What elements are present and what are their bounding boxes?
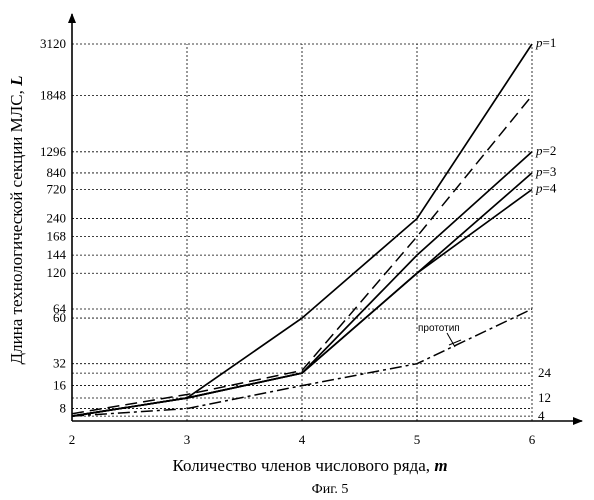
right-tick-label: 12: [538, 390, 551, 405]
x-tick-label: 5: [414, 432, 421, 447]
y-tick-label: 32: [53, 356, 66, 371]
y-tick-label: 1296: [40, 144, 67, 159]
y-tick-label: 840: [47, 165, 67, 180]
y-tick-label: 8: [60, 401, 67, 416]
x-tick-label: 2: [69, 432, 76, 447]
series-label-index: =3: [543, 164, 557, 179]
y-tick-label: 3120: [40, 36, 66, 51]
x-tick-labels: 2 3 4 5 6: [69, 432, 536, 447]
series-label-p3: p=3: [535, 164, 556, 179]
y-tick-label: 168: [47, 229, 67, 244]
series-label-p2: p=2: [535, 143, 556, 158]
y-tick-label: 144: [47, 247, 67, 262]
x-tick-label: 6: [529, 432, 536, 447]
right-tick-labels: 4 12 24: [538, 365, 552, 423]
prototype-leader: [447, 333, 455, 347]
y-tick-label: 16: [53, 378, 67, 393]
series-labels: p=1 p=2 p=3 p=4: [535, 35, 557, 196]
y-tick-label: 240: [47, 211, 67, 226]
x-axis-title-var: m: [434, 456, 447, 475]
series-label-p4: p=4: [535, 181, 557, 196]
series-label-index: =1: [543, 35, 557, 50]
x-axis-title: Количество членов числового ряда, m: [172, 456, 447, 475]
y-axis-title: Длина технологической секции МЛС, L: [7, 75, 26, 364]
right-tick-label: 24: [538, 365, 552, 380]
series-label-index: =2: [543, 143, 557, 158]
figure-caption: Фиг. 5: [312, 482, 349, 497]
x-tick-label: 4: [299, 432, 306, 447]
y-tick-label: 64: [53, 301, 67, 316]
y-tick-label: 720: [47, 182, 67, 197]
series-label-p1: p=1: [535, 35, 556, 50]
y-tick-label: 120: [47, 265, 67, 280]
x-tick-label: 3: [184, 432, 191, 447]
y-axis-title-var: L: [7, 75, 26, 86]
prototype-label: прототип: [418, 323, 460, 334]
right-tick-label: 4: [538, 408, 545, 423]
y-tick-label: 1848: [40, 88, 66, 103]
series-label-index: =4: [543, 181, 557, 196]
y-axis-title-text: Длина технологической секции МЛС,: [7, 86, 26, 365]
x-axis-title-text: Количество членов числового ряда,: [172, 456, 434, 475]
